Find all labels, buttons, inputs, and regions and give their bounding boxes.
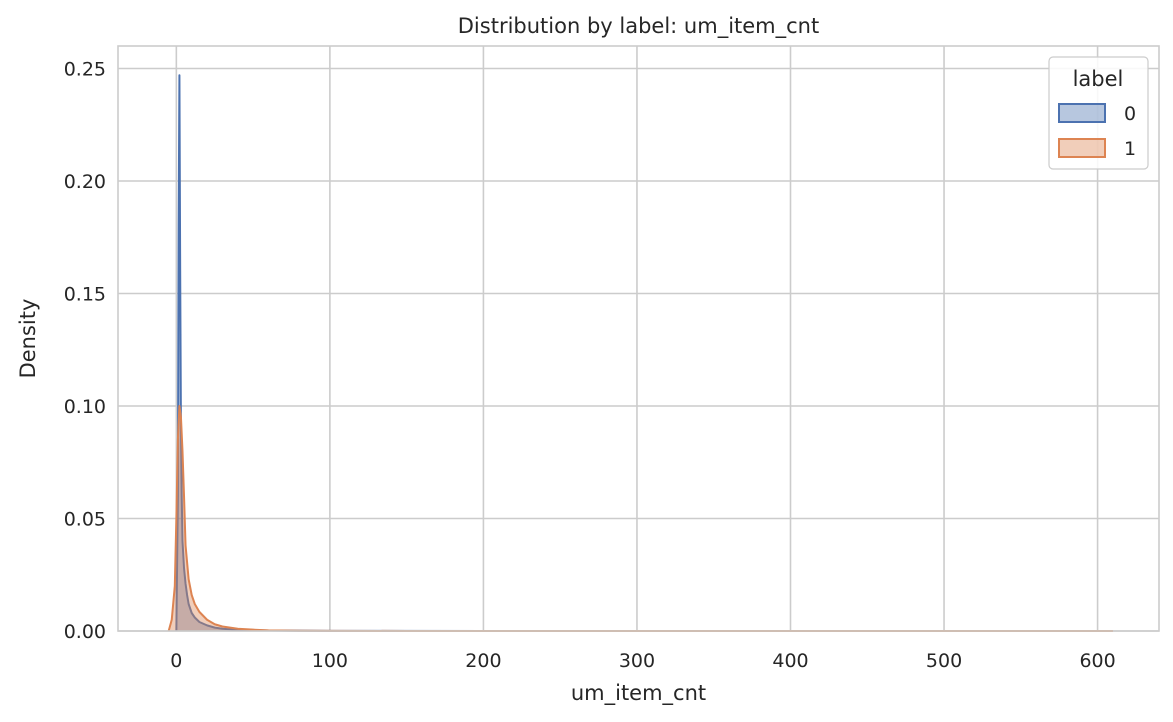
legend-swatch-1 bbox=[1058, 138, 1106, 158]
y-tick-label: 0.15 bbox=[64, 284, 106, 306]
legend-items: 01 bbox=[1058, 103, 1136, 160]
x-tick-label: 200 bbox=[465, 650, 501, 672]
x-tick-labels: 0 100 200 300 400 500 600 bbox=[170, 650, 1115, 672]
y-tick-label: 0.10 bbox=[64, 396, 106, 418]
chart-title: Distribution by label: um_item_cnt bbox=[458, 14, 819, 39]
x-tick-label: 500 bbox=[926, 650, 962, 672]
y-tick-label: 0.00 bbox=[64, 621, 106, 643]
legend-swatch-0 bbox=[1058, 103, 1106, 123]
y-tick-label: 0.25 bbox=[64, 59, 106, 81]
x-tick-label: 400 bbox=[772, 650, 808, 672]
x-axis-title: um_item_cnt bbox=[571, 681, 706, 706]
y-tick-label: 0.20 bbox=[64, 171, 106, 193]
y-tick-labels: 0.00 0.05 0.10 0.15 0.20 0.25 bbox=[64, 59, 106, 644]
y-tick-label: 0.05 bbox=[64, 509, 106, 531]
plot-frame bbox=[117, 45, 1160, 632]
legend-label-0: 0 bbox=[1124, 103, 1136, 125]
x-tick-label: 0 bbox=[170, 650, 182, 672]
legend: label 01 bbox=[1048, 56, 1149, 170]
legend-label-1: 1 bbox=[1124, 138, 1136, 160]
legend-box bbox=[1048, 56, 1149, 170]
x-tick-label: 300 bbox=[619, 650, 655, 672]
y-axis-title: Density bbox=[16, 299, 40, 379]
legend-title: label bbox=[1073, 67, 1124, 91]
x-tick-label: 100 bbox=[312, 650, 348, 672]
x-tick-label: 600 bbox=[1079, 650, 1115, 672]
